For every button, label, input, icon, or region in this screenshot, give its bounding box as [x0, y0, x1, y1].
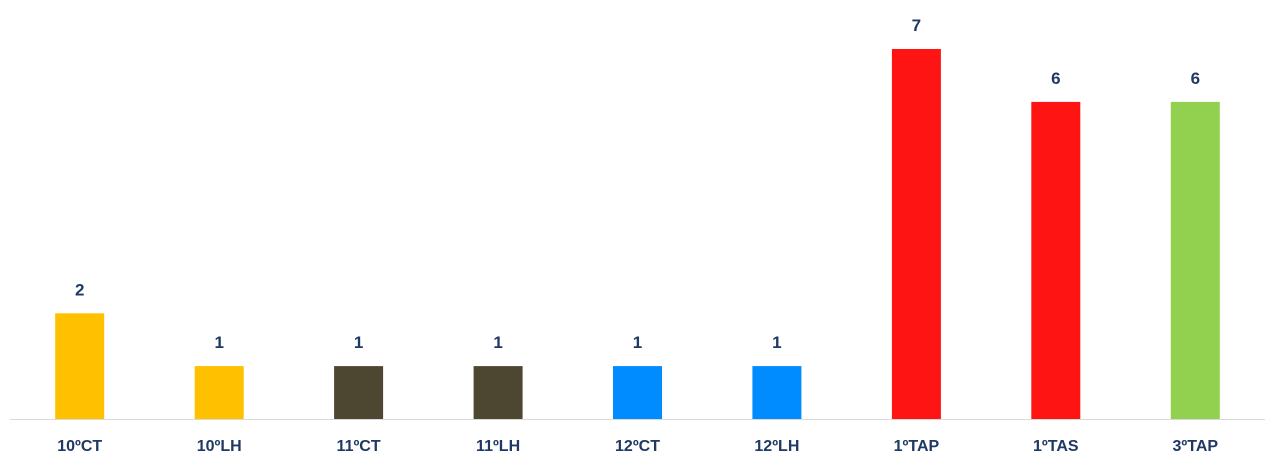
bar-1 [195, 366, 244, 419]
bars-group [55, 49, 1220, 419]
bar-6 [892, 49, 941, 419]
bar-8 [1171, 102, 1220, 419]
category-label-2: 11ºCT [337, 438, 381, 455]
data-label-7: 6 [1051, 69, 1060, 88]
data-label-8: 6 [1191, 69, 1200, 88]
bar-7 [1031, 102, 1080, 419]
data-label-0: 2 [75, 280, 84, 299]
bar-0 [55, 313, 104, 419]
bar-4 [613, 366, 662, 419]
category-label-0: 10ºCT [57, 438, 102, 455]
category-label-5: 12ºLH [754, 438, 799, 455]
bar-5 [752, 366, 801, 419]
category-label-8: 3ºTAP [1173, 438, 1219, 455]
bar-3 [474, 366, 523, 419]
data-label-1: 1 [214, 333, 223, 352]
category-label-1: 10ºLH [197, 438, 242, 455]
category-label-7: 1ºTAS [1033, 438, 1079, 455]
data-label-4: 1 [633, 333, 642, 352]
value-labels-group: 2 1 1 1 1 1 7 6 6 [75, 16, 1200, 352]
bar-2 [334, 366, 383, 419]
category-labels-group: 10ºCT 10ºLH 11ºCT 11ºLH 12ºCT 12ºLH 1ºTAP 1ºTAS… [57, 438, 1218, 455]
category-label-6: 1ºTAP [894, 438, 940, 455]
category-label-3: 11ºLH [476, 438, 520, 455]
category-label-4: 12ºCT [615, 438, 660, 455]
data-label-2: 1 [354, 333, 363, 352]
data-label-3: 1 [493, 333, 502, 352]
data-label-5: 1 [772, 333, 781, 352]
data-label-6: 7 [912, 16, 921, 35]
